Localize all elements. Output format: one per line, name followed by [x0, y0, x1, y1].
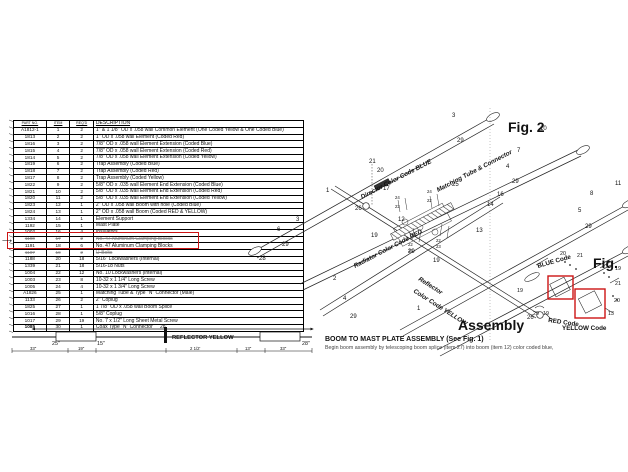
svg-text:Begin boom assembly by telesco: Begin boom assembly by telescoping boom … — [325, 345, 553, 351]
svg-text:5: 5 — [578, 208, 582, 214]
svg-text:Fig. 2: Fig. 2 — [508, 119, 545, 135]
svg-text:11: 11 — [615, 181, 622, 187]
svg-text:7: 7 — [517, 148, 521, 154]
svg-text:16: 16 — [497, 192, 504, 198]
svg-text:1: 1 — [326, 188, 330, 194]
svg-text:2: 2 — [333, 276, 337, 282]
svg-text:BLUE Code: BLUE Code — [537, 254, 573, 270]
svg-text:24: 24 — [395, 195, 400, 200]
svg-text:YELLOW Code: YELLOW Code — [562, 325, 607, 332]
svg-text:20: 20 — [377, 168, 384, 174]
svg-text:21: 21 — [369, 159, 376, 165]
svg-text:26: 26 — [355, 206, 362, 212]
svg-text:19: 19 — [615, 266, 621, 272]
svg-text:Assembly: Assembly — [458, 317, 524, 333]
svg-text:22: 22 — [408, 242, 413, 247]
svg-text:24: 24 — [427, 189, 432, 194]
svg-text:29: 29 — [512, 179, 519, 185]
svg-text:6: 6 — [277, 227, 281, 233]
svg-text:3: 3 — [452, 113, 456, 119]
svg-text:19: 19 — [371, 233, 378, 239]
svg-text:12: 12 — [398, 217, 405, 223]
svg-text:13: 13 — [476, 228, 483, 234]
svg-text:28: 28 — [259, 256, 266, 262]
svg-text:22: 22 — [395, 204, 400, 209]
svg-text:14: 14 — [487, 202, 494, 208]
svg-text:4: 4 — [506, 164, 510, 170]
svg-text:21: 21 — [577, 253, 583, 259]
svg-text:22: 22 — [427, 198, 432, 203]
svg-text:23: 23 — [436, 244, 441, 249]
svg-text:29: 29 — [585, 224, 592, 230]
svg-text:21: 21 — [615, 281, 621, 287]
svg-text:29: 29 — [533, 311, 539, 317]
svg-text:19: 19 — [517, 288, 523, 294]
svg-text:19: 19 — [433, 258, 440, 264]
svg-text:29: 29 — [457, 138, 464, 144]
svg-text:8: 8 — [590, 191, 594, 197]
svg-text:13: 13 — [608, 311, 614, 317]
svg-text:29: 29 — [408, 249, 415, 255]
svg-text:3: 3 — [296, 217, 300, 223]
svg-text:BOOM TO MAST PLATE ASSEMBL: BOOM TO MAST PLATE ASSEMBLY (See Fig. 1) — [325, 336, 484, 343]
svg-text:29: 29 — [350, 314, 357, 320]
svg-text:1: 1 — [417, 306, 421, 312]
svg-text:20: 20 — [614, 298, 620, 304]
svg-text:Matching Tube & Connector: Matching Tube & Connector — [436, 149, 514, 194]
svg-text:22: 22 — [436, 238, 441, 243]
svg-text:29: 29 — [282, 242, 289, 248]
